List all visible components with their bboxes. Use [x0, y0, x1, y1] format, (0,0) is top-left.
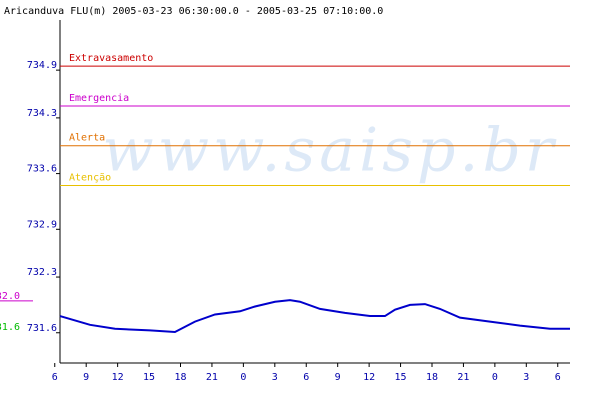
x-tick-label: 9 — [335, 372, 341, 383]
threshold-label: Atenção — [69, 173, 111, 184]
x-tick-label: 6 — [303, 372, 309, 383]
reference-label: 732.0 — [0, 291, 20, 302]
chart-title: Aricanduva FLU(m) 2005-03-23 06:30:00.0 … — [4, 6, 383, 17]
x-tick-label: 12 — [363, 372, 375, 383]
x-tick-label: 6 — [52, 372, 58, 383]
x-tick-label: 0 — [240, 372, 246, 383]
x-tick-label: 15 — [143, 372, 155, 383]
threshold-label: Alerta — [69, 133, 105, 144]
y-tick-label: 732.9 — [27, 219, 57, 230]
current-label: 731.6 — [0, 322, 20, 333]
x-tick-label: 18 — [426, 372, 438, 383]
y-tick-label: 731.6 — [27, 323, 57, 334]
y-tick-label: 734.3 — [27, 108, 57, 119]
x-tick-label: 12 — [112, 372, 124, 383]
y-tick-label: 734.9 — [27, 60, 57, 71]
x-tick-label: 3 — [272, 372, 278, 383]
x-tick-label: 9 — [83, 372, 89, 383]
x-tick-label: 21 — [206, 372, 218, 383]
y-tick-label: 733.6 — [27, 164, 57, 175]
y-tick-label: 732.3 — [27, 267, 57, 278]
x-tick-label: 6 — [555, 372, 561, 383]
x-tick-label: 18 — [174, 372, 186, 383]
x-tick-label: 15 — [395, 372, 407, 383]
threshold-label: Extravasamento — [69, 53, 153, 64]
x-tick-label: 21 — [457, 372, 469, 383]
x-tick-label: 3 — [523, 372, 529, 383]
data-line — [59, 299, 570, 333]
watermark: www.saisp.br — [102, 116, 557, 186]
x-tick-label: 0 — [492, 372, 498, 383]
threshold-label: Emergencia — [69, 93, 129, 104]
